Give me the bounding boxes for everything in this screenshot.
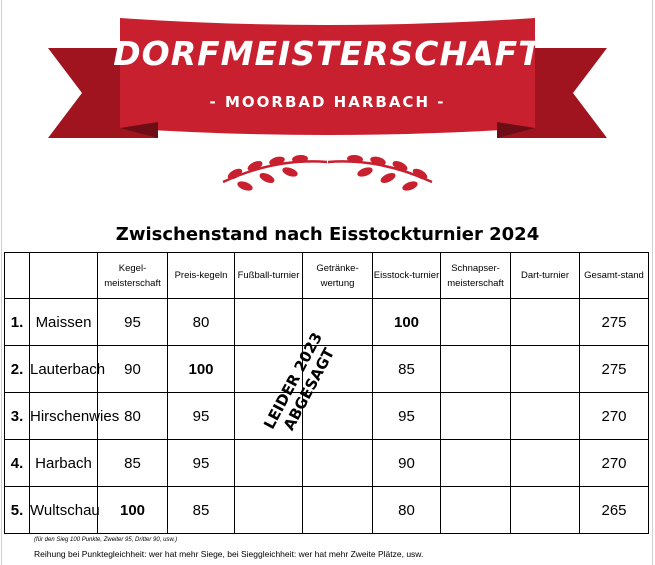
team-cell: Harbach	[29, 439, 98, 487]
brand-title: DORFMEISTERSCHAFT	[113, 34, 542, 73]
preis-cell: 85	[167, 486, 235, 534]
preis-cell: 95	[167, 439, 235, 487]
table-row: 1. Maissen 95 80 100 275	[4, 298, 649, 346]
col-header-kegelmeisterschaft: Kegel-meisterschaft	[97, 252, 168, 299]
gesamt-cell: 270	[579, 392, 649, 440]
kegel-cell: 80	[97, 392, 168, 440]
col-header-team	[29, 252, 98, 299]
kegel-cell: 100	[97, 486, 168, 534]
scoring-footnote: (für den Sieg 100 Punkte, Zweiter 95, Dr…	[34, 537, 178, 543]
eisstock-cell: 90	[372, 439, 441, 487]
fussball-cell	[234, 486, 303, 534]
getraenke-cell	[302, 298, 373, 346]
col-header-preiskegeln: Preis-kegeln	[167, 252, 235, 299]
table-row: 4. Harbach 85 95 90 270	[4, 439, 649, 487]
ribbon-banner	[48, 18, 607, 138]
standings-table: Kegel-meisterschaft Preis-kegeln Fußball…	[4, 252, 649, 534]
getraenke-cell	[302, 439, 373, 487]
fussball-cell	[234, 439, 303, 487]
preis-cell: 80	[167, 298, 235, 346]
dart-cell	[510, 392, 580, 440]
preis-cell: 100	[167, 345, 235, 393]
getraenke-cell	[302, 392, 373, 440]
dart-cell	[510, 439, 580, 487]
rank-cell: 4.	[4, 439, 30, 487]
team-cell: Maissen	[29, 298, 98, 346]
preis-cell: 95	[167, 392, 235, 440]
kegel-cell: 90	[97, 345, 168, 393]
laurel-icon	[222, 154, 433, 191]
tiebreak-footnote: Reihung bei Punktegleichheit: wer hat me…	[34, 549, 424, 559]
table-row: 2. Lauterbach 90 100 85 275	[4, 345, 649, 393]
schnapser-cell	[440, 345, 511, 393]
team-cell: Wultschau	[29, 486, 100, 534]
table-row: 5. Wultschau 100 85 80 265	[4, 486, 649, 534]
dart-cell	[510, 345, 580, 393]
schnapser-cell	[440, 486, 511, 534]
schnapser-cell	[440, 298, 511, 346]
table-row: 3. Hirschenwies 80 95 95 270	[4, 392, 649, 440]
rank-cell: 1.	[4, 298, 30, 346]
dart-cell	[510, 486, 580, 534]
gesamt-cell: 270	[579, 439, 649, 487]
team-cell: Hirschenwies	[29, 392, 119, 440]
rank-cell: 5.	[4, 486, 30, 534]
getraenke-cell	[302, 486, 373, 534]
dart-cell	[510, 298, 580, 346]
kegel-cell: 85	[97, 439, 168, 487]
eisstock-cell: 95	[372, 392, 441, 440]
rank-cell: 2.	[4, 345, 30, 393]
col-header-dartturnier: Dart-turnier	[510, 252, 580, 299]
col-header-getraenkewertung: Getränke-wertung	[302, 252, 373, 299]
header-row: Kegel-meisterschaft Preis-kegeln Fußball…	[4, 252, 649, 299]
col-header-gesamtstand: Gesamt-stand	[579, 252, 649, 299]
eisstock-cell: 85	[372, 345, 441, 393]
col-header-eisstockturnier: Eisstock-turnier	[372, 252, 441, 299]
eisstock-cell: 80	[372, 486, 441, 534]
eisstock-cell: 100	[372, 298, 441, 346]
col-header-schnapsermeisterschaft: Schnapser-meisterschaft	[440, 252, 511, 299]
brand-subtitle: - MOORBAD HARBACH -	[209, 93, 446, 111]
rank-cell: 3.	[4, 392, 30, 440]
fussball-cell	[234, 298, 303, 346]
col-header-fussballturnier: Fußball-turnier	[234, 252, 303, 299]
schnapser-cell	[440, 392, 511, 440]
kegel-cell: 95	[97, 298, 168, 346]
schnapser-cell	[440, 439, 511, 487]
team-cell: Lauterbach	[29, 345, 105, 393]
gesamt-cell: 275	[579, 298, 649, 346]
gesamt-cell: 265	[579, 486, 649, 534]
standings-heading: Zwischenstand nach Eisstockturnier 2024	[115, 224, 540, 245]
fussball-cell	[234, 392, 303, 440]
col-header-rank	[4, 252, 30, 299]
gesamt-cell: 275	[579, 345, 649, 393]
